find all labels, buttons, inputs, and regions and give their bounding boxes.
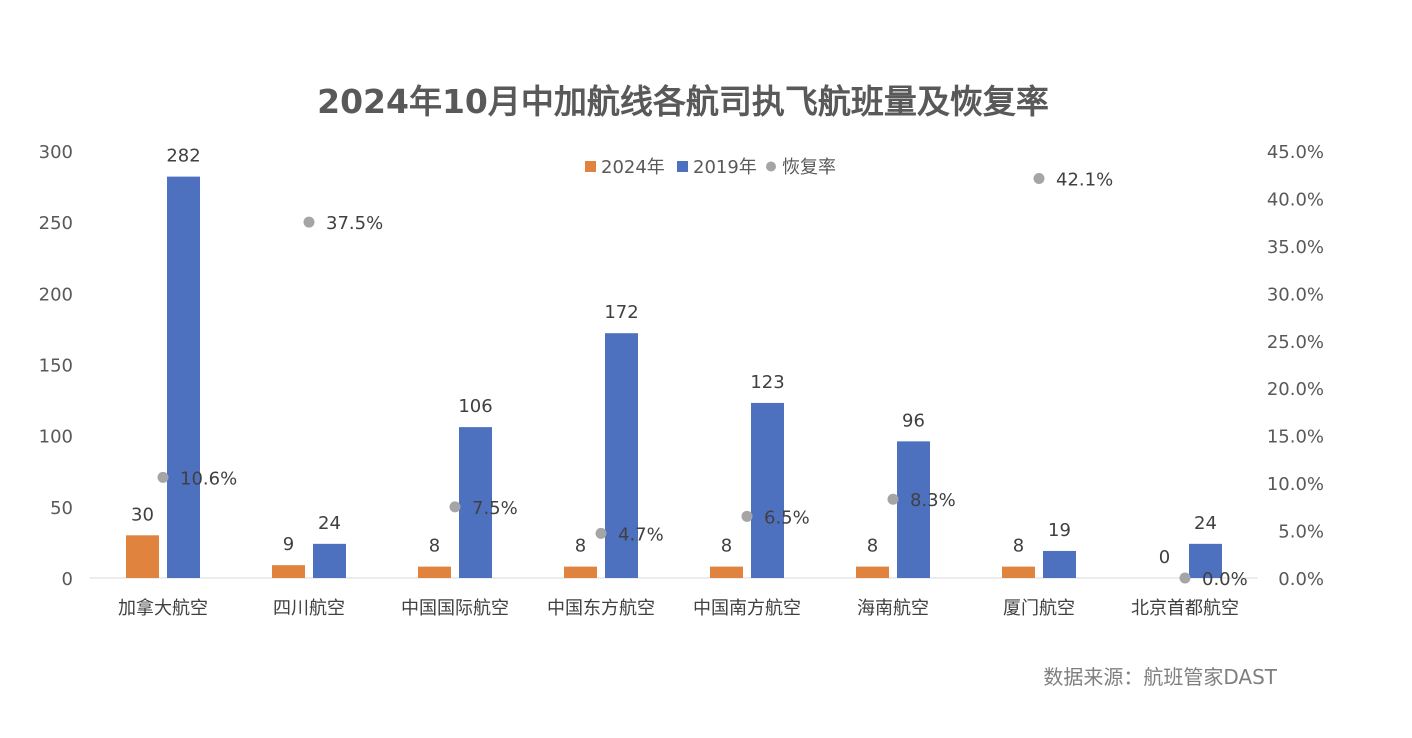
left-axis: 0 50 100 150 200 250 300 xyxy=(39,142,73,590)
data-label-2019: 172 xyxy=(604,302,638,323)
right-axis: 0.0% 5.0% 10.0% 15.0% 20.0% 25.0% 30.0% 35.0% 40… xyxy=(1267,142,1324,590)
recovery-label: 42.1% xyxy=(1056,170,1113,191)
legend-label-2019: 2019年 xyxy=(693,157,757,178)
recovery-point xyxy=(157,471,169,483)
category-label: 海南航空 xyxy=(857,598,929,619)
category-label: 中国南方航空 xyxy=(693,598,801,619)
data-label-2019: 106 xyxy=(458,396,492,417)
data-label-2024: 30 xyxy=(131,504,154,525)
recovery-point xyxy=(449,501,461,513)
data-label-2024: 8 xyxy=(1013,536,1024,557)
right-tick-label: 20.0% xyxy=(1267,379,1324,400)
chart-title: 2024年10月中加航线各航司执飞航班量及恢复率 xyxy=(317,82,1049,121)
right-tick-label: 35.0% xyxy=(1267,237,1324,258)
bar-2019 xyxy=(1043,550,1076,578)
recovery-point xyxy=(1179,572,1191,584)
right-tick-label: 30.0% xyxy=(1267,284,1324,305)
source-note: 数据来源：航班管家DAST xyxy=(1043,665,1277,689)
recovery-label: 37.5% xyxy=(326,213,383,234)
left-tick-label: 0 xyxy=(62,569,73,590)
category-labels: 加拿大航空 四川航空 中国国际航空 中国东方航空 中国南方航空 海南航空 厦门航空 北京首都航… xyxy=(118,597,1239,619)
legend-label-2024: 2024年 xyxy=(601,157,665,178)
data-label-2024: 0 xyxy=(1159,547,1170,568)
bar-2019 xyxy=(1189,543,1222,578)
recovery-point xyxy=(741,510,753,522)
data-label-2019: 123 xyxy=(750,372,784,393)
recovery-point xyxy=(1033,173,1045,185)
category-label: 中国东方航空 xyxy=(547,598,655,619)
legend-swatch-2019 xyxy=(677,161,688,172)
data-label-2019: 96 xyxy=(902,410,925,431)
category-label: 中国国际航空 xyxy=(401,598,509,619)
bar-2019 xyxy=(167,176,200,578)
bar-2024 xyxy=(1002,566,1035,578)
bar-2024 xyxy=(126,535,159,578)
right-tick-label: 45.0% xyxy=(1267,142,1324,163)
legend-marker-recovery xyxy=(766,161,776,172)
category-label: 加拿大航空 xyxy=(118,597,208,619)
recovery-label: 4.7% xyxy=(618,524,664,545)
bar-series: 30 282 9 24 8 106 8 172 8 123 8 96 8 19 0 24 xyxy=(126,146,1222,578)
right-tick-label: 5.0% xyxy=(1278,522,1324,543)
left-tick-label: 250 xyxy=(39,213,73,234)
recovery-label: 7.5% xyxy=(472,498,518,519)
bar-2019 xyxy=(459,427,492,578)
left-tick-label: 300 xyxy=(39,142,73,163)
bar-2019 xyxy=(751,402,784,578)
legend-swatch-2024 xyxy=(585,161,596,172)
right-tick-label: 0.0% xyxy=(1278,569,1324,590)
legend: 2024年 2019年 恢复率 xyxy=(585,157,836,178)
category-label: 厦门航空 xyxy=(1003,598,1075,619)
data-label-2019: 24 xyxy=(1194,513,1217,534)
recovery-label: 8.3% xyxy=(910,490,956,511)
left-tick-label: 100 xyxy=(39,427,73,448)
bar-2019 xyxy=(897,441,930,578)
category-label: 四川航空 xyxy=(273,598,345,619)
recovery-point xyxy=(887,493,899,505)
right-tick-label: 40.0% xyxy=(1267,189,1324,210)
recovery-point xyxy=(303,216,315,228)
recovery-label: 0.0% xyxy=(1202,569,1248,590)
bar-2024 xyxy=(710,566,743,578)
data-label-2019: 282 xyxy=(166,146,200,167)
left-tick-label: 50 xyxy=(50,498,73,519)
bar-2024 xyxy=(856,566,889,578)
data-label-2024: 9 xyxy=(283,534,294,555)
data-label-2024: 8 xyxy=(721,536,732,557)
category-label: 北京首都航空 xyxy=(1131,598,1239,619)
recovery-points: 10.6% 37.5% 7.5% 4.7% 6.5% 8.3% 42.1% 0.0% xyxy=(157,170,1248,590)
right-tick-label: 25.0% xyxy=(1267,332,1324,353)
bar-2024 xyxy=(564,566,597,578)
left-tick-label: 200 xyxy=(39,284,73,305)
bar-2024 xyxy=(418,566,451,578)
bar-2024 xyxy=(272,565,305,578)
data-label-2024: 8 xyxy=(867,536,878,557)
right-tick-label: 10.0% xyxy=(1267,474,1324,495)
data-label-2019: 24 xyxy=(318,513,341,534)
right-tick-label: 15.0% xyxy=(1267,427,1324,448)
data-label-2019: 19 xyxy=(1048,520,1071,541)
data-label-2024: 8 xyxy=(575,536,586,557)
recovery-label: 6.5% xyxy=(764,507,810,528)
recovery-label: 10.6% xyxy=(180,468,237,489)
data-label-2024: 8 xyxy=(429,536,440,557)
recovery-point xyxy=(595,527,607,539)
left-tick-label: 150 xyxy=(39,356,73,377)
bar-2019 xyxy=(605,333,638,578)
legend-label-recovery: 恢复率 xyxy=(782,157,836,178)
bar-2019 xyxy=(313,543,346,578)
